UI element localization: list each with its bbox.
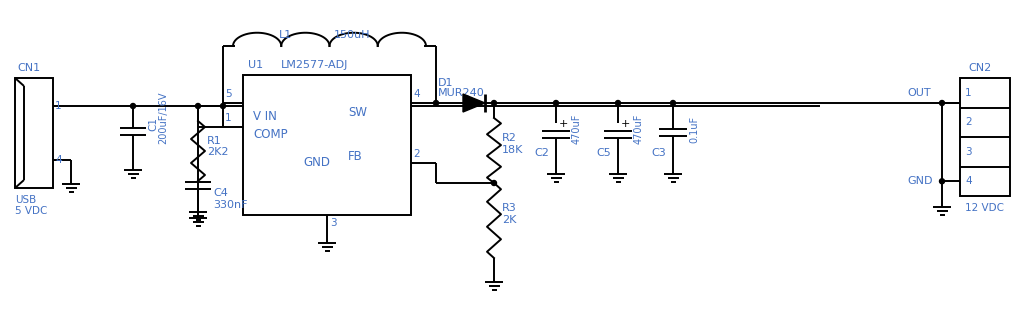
Circle shape [130, 104, 135, 109]
Circle shape [671, 100, 676, 106]
Text: V IN: V IN [253, 111, 276, 123]
Text: 12 VDC: 12 VDC [965, 203, 1004, 213]
Text: C2: C2 [534, 148, 549, 158]
Circle shape [433, 100, 438, 106]
Text: 330nF: 330nF [213, 200, 248, 210]
Text: 3: 3 [965, 147, 972, 157]
Text: MUR240: MUR240 [438, 88, 484, 98]
Circle shape [492, 181, 497, 186]
Text: 1: 1 [225, 113, 231, 123]
Text: 150uH: 150uH [334, 30, 371, 40]
Text: C1: C1 [148, 117, 158, 131]
Text: GND: GND [303, 157, 330, 169]
Text: SW: SW [348, 107, 367, 119]
Text: R2: R2 [502, 133, 517, 143]
Text: D1: D1 [438, 78, 454, 88]
Text: U1: U1 [248, 60, 263, 70]
Text: CN2: CN2 [968, 63, 991, 73]
Text: GND: GND [907, 176, 933, 186]
Text: R1: R1 [207, 136, 222, 146]
Text: 200uF/16V: 200uF/16V [158, 92, 168, 144]
Text: C5: C5 [596, 148, 610, 158]
Text: 470uF: 470uF [634, 114, 644, 144]
Text: +: + [621, 119, 631, 129]
Text: R3: R3 [502, 203, 517, 213]
Text: C3: C3 [651, 148, 666, 158]
Circle shape [220, 104, 225, 109]
Circle shape [939, 179, 944, 184]
Text: 0.1uF: 0.1uF [689, 115, 699, 142]
Text: 4: 4 [965, 176, 972, 186]
Text: 2: 2 [965, 117, 972, 127]
Text: +: + [559, 119, 568, 129]
Text: C4: C4 [213, 188, 228, 198]
Text: 4: 4 [413, 89, 420, 99]
Text: 3: 3 [330, 218, 337, 228]
Text: 2K: 2K [502, 215, 516, 225]
Bar [243, 75, 411, 215]
Text: USB: USB [15, 195, 36, 205]
Text: COMP: COMP [253, 129, 288, 141]
Text: OUT: OUT [907, 88, 931, 98]
Circle shape [554, 100, 558, 106]
Text: 1: 1 [55, 101, 61, 111]
Bar [15, 78, 53, 188]
Text: 18K: 18K [502, 145, 523, 155]
Circle shape [939, 100, 944, 106]
Text: 2: 2 [413, 149, 420, 159]
Text: L1: L1 [279, 30, 292, 40]
Text: 1: 1 [965, 88, 972, 98]
Circle shape [196, 104, 201, 109]
Circle shape [492, 100, 497, 106]
Text: 470uF: 470uF [572, 114, 582, 144]
Polygon shape [463, 94, 485, 112]
Text: 5 VDC: 5 VDC [15, 206, 47, 216]
Circle shape [615, 100, 621, 106]
Text: 5: 5 [225, 89, 231, 99]
Bar [961, 78, 1010, 196]
Text: CN1: CN1 [17, 63, 40, 73]
Text: 4: 4 [55, 155, 61, 165]
Text: FB: FB [348, 150, 362, 164]
Text: 2K2: 2K2 [207, 147, 228, 157]
Text: LM2577-ADJ: LM2577-ADJ [281, 60, 348, 70]
